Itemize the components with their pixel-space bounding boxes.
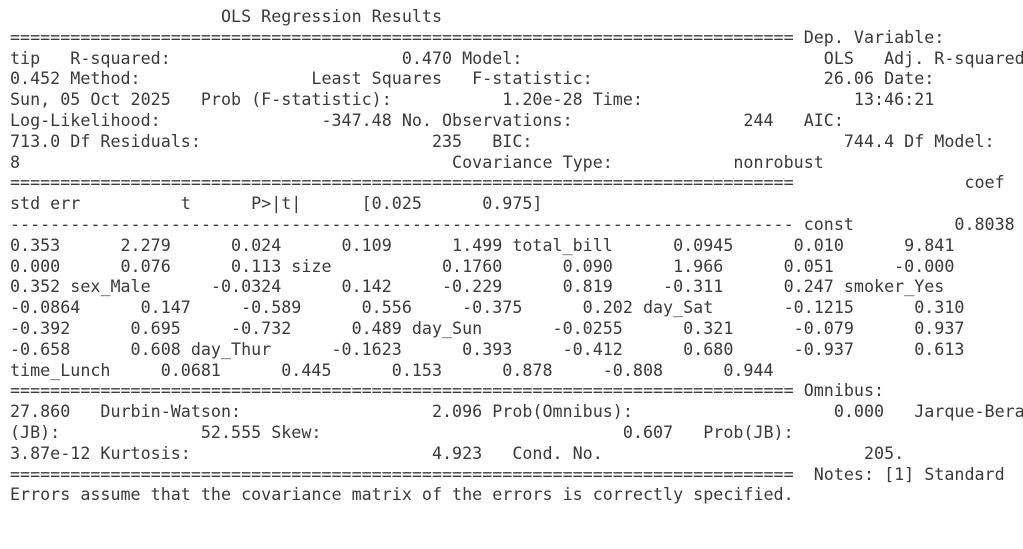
- report-line: 713.0 Df Residuals: 235 BIC: 744.4 Df Mo…: [10, 130, 995, 151]
- report-line: 8 Covariance Type: nonrobust: [10, 151, 824, 172]
- report-line: 0.352 sex_Male -0.0324 0.142 -0.229 0.81…: [10, 276, 945, 297]
- report-line: Errors assume that the covariance matrix…: [10, 484, 794, 505]
- report-line: Sun, 05 Oct 2025 Prob (F-statistic): 1.2…: [10, 89, 935, 110]
- report-line: 0.452 Method: Least Squares F-statistic:…: [10, 68, 935, 89]
- report-line: ========================================…: [10, 172, 1005, 193]
- report-line: ----------------------------------------…: [10, 213, 1015, 234]
- report-line: ========================================…: [10, 463, 1005, 484]
- report-line: time_Lunch 0.0681 0.445 0.153 0.878 -0.8…: [10, 359, 774, 380]
- report-line: std err t P>|t| [0.025 0.975]: [10, 193, 543, 214]
- report-line: 0.353 2.279 0.024 0.109 1.499 total_bill…: [10, 234, 955, 255]
- report-line: 27.860 Durbin-Watson: 2.096 Prob(Omnibus…: [10, 401, 1023, 422]
- report-line: -0.392 0.695 -0.732 0.489 day_Sun -0.025…: [10, 317, 965, 338]
- report-title-line: OLS Regression Results: [10, 6, 443, 26]
- report-line: Log-Likelihood: -347.48 No. Observations…: [10, 109, 844, 130]
- report-line: (JB): 52.555 Skew: 0.607 Prob(JB):: [10, 421, 794, 442]
- ols-regression-report: OLS Regression Results ==================…: [10, 6, 1023, 505]
- report-line: ========================================…: [10, 380, 885, 401]
- report-line: ========================================…: [10, 26, 945, 47]
- report-line: -0.658 0.608 day_Thur -0.1623 0.393 -0.4…: [10, 338, 965, 359]
- report-line: 3.87e-12 Kurtosis: 4.923 Cond. No. 205.: [10, 442, 905, 463]
- report-line: tip R-squared: 0.470 Model: OLS Adj. R-s…: [10, 47, 1023, 68]
- report-line: -0.0864 0.147 -0.589 0.556 -0.375 0.202 …: [10, 297, 965, 318]
- report-line: 0.000 0.076 0.113 size 0.1760 0.090 1.96…: [10, 255, 955, 276]
